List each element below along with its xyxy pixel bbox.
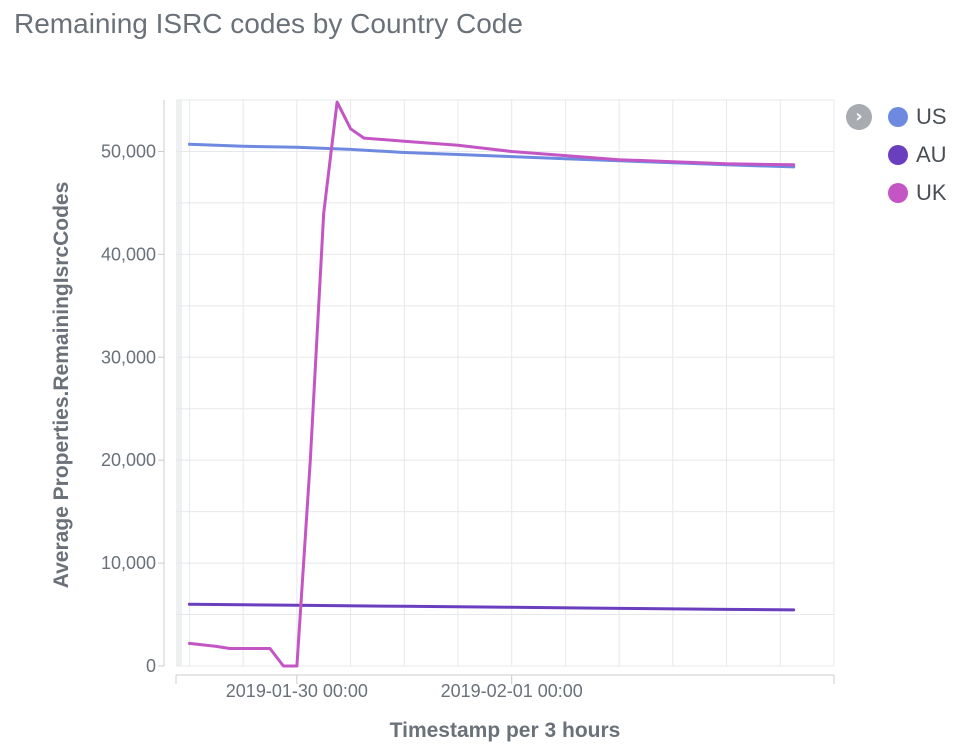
- axes: [158, 100, 835, 684]
- tick-labels: 0 10,000 20,000 30,000 40,000 50,000 2019-01-3…: [101, 141, 583, 701]
- legend-toggle-icon[interactable]: ›: [846, 104, 872, 130]
- series-lines: [187, 100, 796, 668]
- y-tick-label: 40,000: [101, 244, 156, 264]
- y-tick-label: 50,000: [101, 141, 156, 161]
- x-tick-label: 2019-01-30 00:00: [226, 681, 368, 701]
- chart-title: Remaining ISRC codes by Country Code: [14, 8, 523, 39]
- legend-swatch: [888, 145, 908, 165]
- legend-swatch: [888, 183, 908, 203]
- grid: [176, 99, 835, 667]
- legend: US AU UK: [888, 98, 947, 212]
- y-tick-label: 10,000: [101, 553, 156, 573]
- legend-item-uk[interactable]: UK: [888, 174, 947, 212]
- legend-swatch: [888, 107, 908, 127]
- legend-label: US: [916, 104, 947, 129]
- y-tick-label: 0: [146, 656, 156, 676]
- plot-left-band: [176, 100, 182, 666]
- x-axis-title: Timestamp per 3 hours: [390, 719, 621, 742]
- series-line-au[interactable]: [187, 602, 796, 612]
- y-tick-label: 30,000: [101, 347, 156, 367]
- y-tick-label: 20,000: [101, 450, 156, 470]
- legend-item-us[interactable]: US: [888, 98, 947, 136]
- legend-label: UK: [916, 180, 947, 205]
- legend-label: AU: [916, 142, 947, 167]
- x-tick-label: 2019-02-01 00:00: [441, 681, 583, 701]
- legend-item-au[interactable]: AU: [888, 136, 947, 174]
- y-axis-title: Average Properties.RemainingIsrcCodes: [50, 182, 73, 589]
- series-line-uk[interactable]: [187, 100, 796, 668]
